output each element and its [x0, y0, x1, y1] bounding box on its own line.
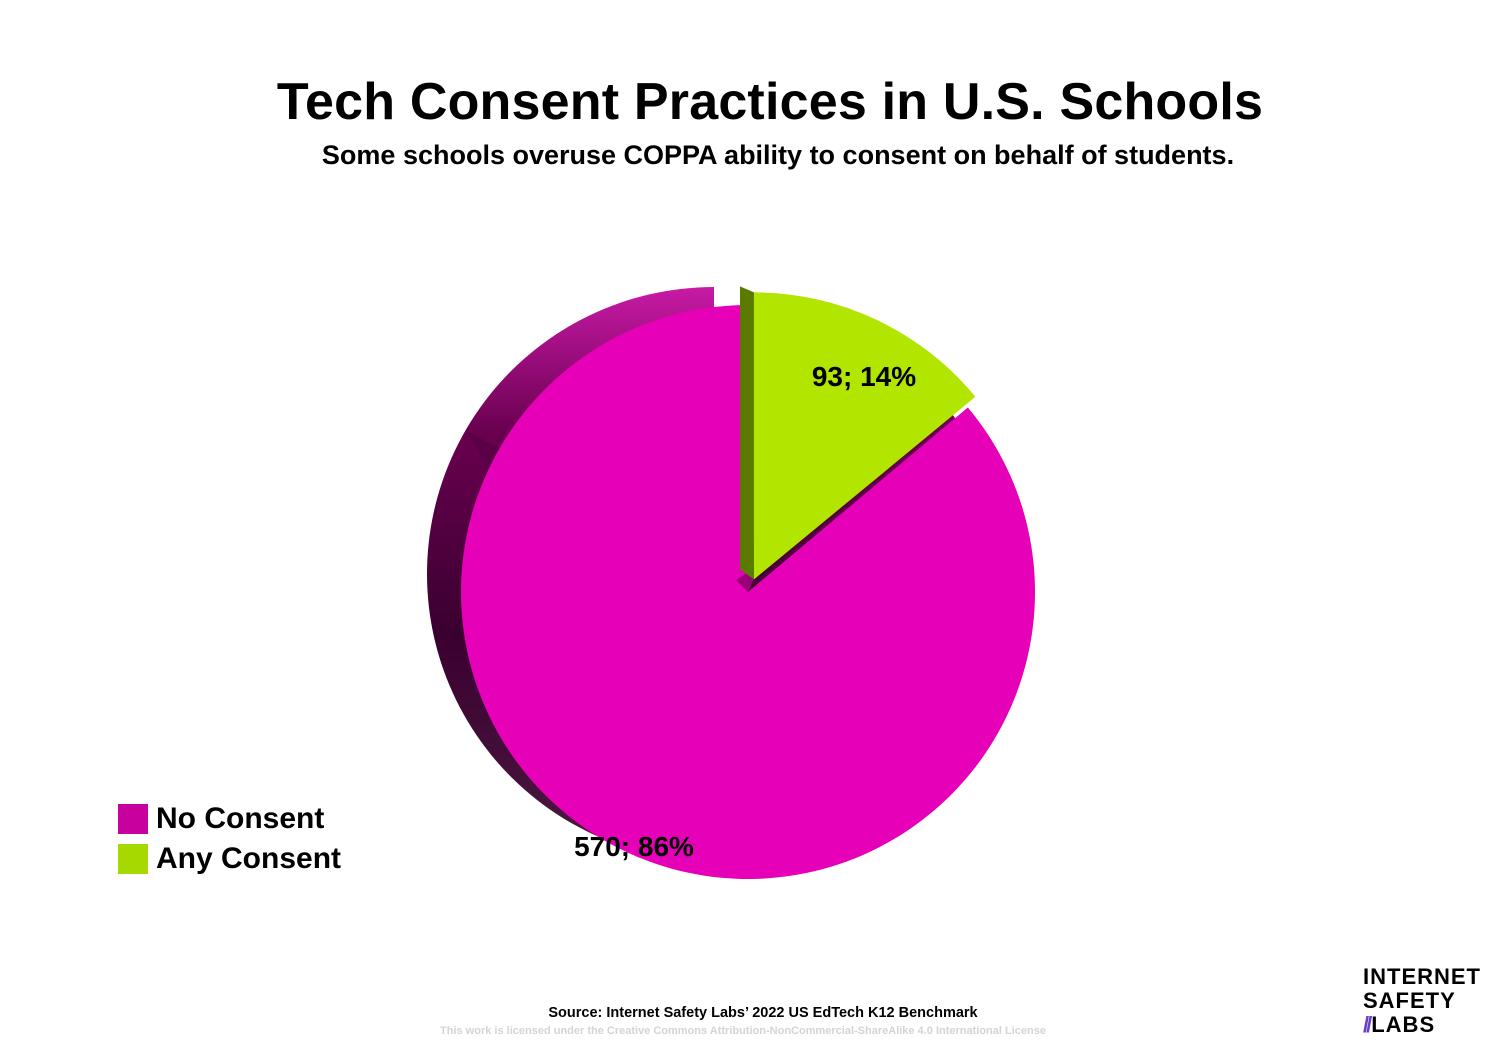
logo-line-2: SAFETY	[1363, 988, 1456, 1013]
logo-line-3: //LABS	[1363, 1013, 1481, 1037]
logo-slashes: //	[1363, 1012, 1372, 1037]
logo-line-1: INTERNET	[1363, 964, 1481, 989]
logo-labs: LABS	[1371, 1012, 1436, 1037]
legend-label-any-consent: Any Consent	[156, 842, 342, 875]
data-label-no-consent: 570; 86%	[574, 831, 694, 862]
pie-slice-any-consent	[753, 292, 976, 580]
pie-side-any-consent	[739, 286, 754, 580]
chart-subtitle: Some schools overuse COPPA ability to co…	[321, 140, 1235, 170]
legend-item-any-consent: Any Consent	[118, 840, 341, 878]
legend-item-no-consent: No Consent	[118, 800, 341, 838]
license-note: This work is licensed under the Creative…	[440, 1025, 1046, 1037]
data-label-any-consent: 93; 14%	[812, 361, 916, 392]
chart-title: Tech Consent Practices in U.S. Schools	[276, 73, 1264, 131]
source-note: Source: Internet Safety Labs’ 2022 US Ed…	[548, 1005, 978, 1021]
internet-safety-labs-logo: INTERNET SAFETY //LABS	[1363, 965, 1481, 1037]
legend-label-no-consent: No Consent	[156, 802, 325, 835]
legend-swatch-any-consent	[118, 844, 148, 874]
chart-legend: No Consent Any Consent	[118, 800, 341, 880]
legend-swatch-no-consent	[118, 804, 148, 834]
